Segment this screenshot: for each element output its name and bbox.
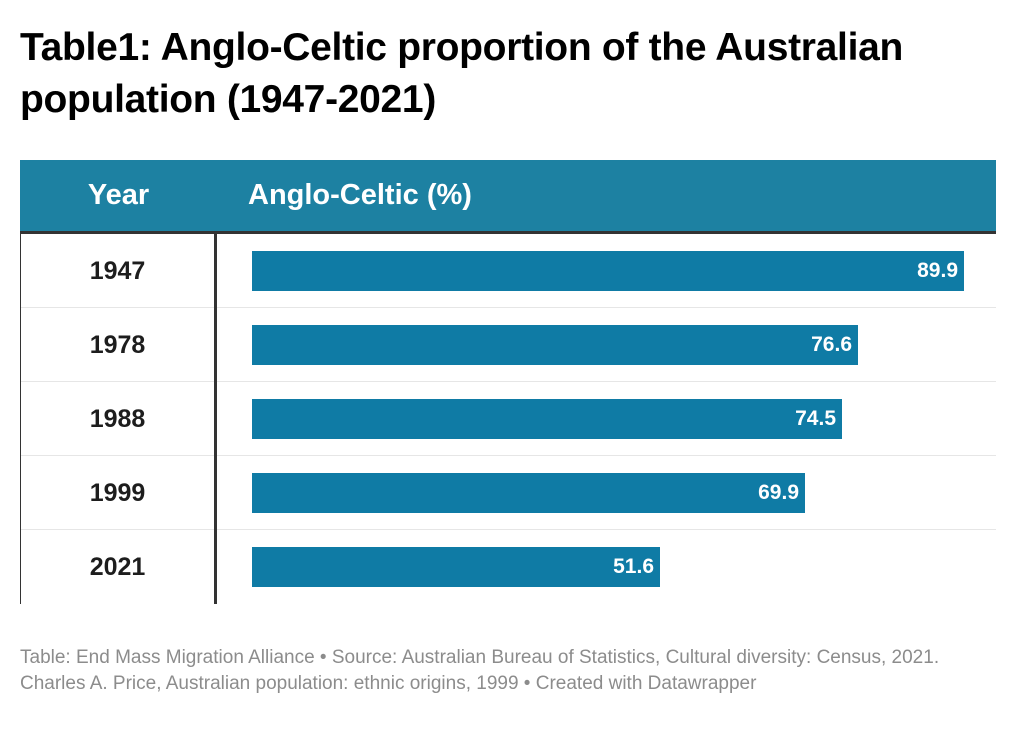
column-header-year[interactable]: Year — [87, 179, 150, 211]
year-cell: 1947 — [20, 234, 217, 308]
year-cell: 1999 — [20, 456, 217, 530]
table-header: Year Anglo-Celtic (%) — [20, 160, 996, 234]
bar-value-label: 76.6 — [811, 333, 852, 356]
footer-credits: Table: End Mass Migration Alliance • Sou… — [20, 647, 940, 694]
bar-value-label: 89.9 — [917, 259, 958, 282]
bar-1947: 89.9 — [252, 251, 964, 291]
table-row: 1978 76.6 — [20, 308, 996, 382]
bar-track: 89.9 — [252, 251, 996, 291]
bar-1978: 76.6 — [252, 325, 858, 365]
bar-value-label: 51.6 — [613, 555, 654, 578]
table-row: 1988 74.5 — [20, 382, 996, 456]
bar-2021: 51.6 — [252, 547, 660, 587]
bar-track: 74.5 — [252, 399, 996, 439]
year-cell: 1978 — [20, 308, 217, 382]
bar-1999: 69.9 — [252, 473, 805, 513]
table-body: 1947 89.9 1978 76.6 1988 74.5 1999 69.9 2021 51.6 — [20, 234, 996, 604]
bar-value-label: 74.5 — [795, 407, 836, 430]
bar-track: 69.9 — [252, 473, 996, 513]
table-row: 1947 89.9 — [20, 234, 996, 308]
bar-track: 76.6 — [252, 325, 996, 365]
bar-value-label: 69.9 — [758, 481, 799, 504]
column-header-anglo-celtic[interactable]: Anglo-Celtic (%) — [248, 179, 472, 211]
table-row: 1999 69.9 — [20, 456, 996, 530]
year-cell: 2021 — [20, 530, 217, 604]
data-table: Year Anglo-Celtic (%) 1947 89.9 1978 76.6 19… — [20, 160, 996, 604]
bar-track: 51.6 — [252, 547, 996, 587]
table-row: 2021 51.6 — [20, 530, 996, 604]
bar-1988: 74.5 — [252, 399, 842, 439]
year-cell: 1988 — [20, 382, 217, 456]
chart-title: Table1: Anglo-Celtic proportion of the A… — [20, 26, 904, 121]
